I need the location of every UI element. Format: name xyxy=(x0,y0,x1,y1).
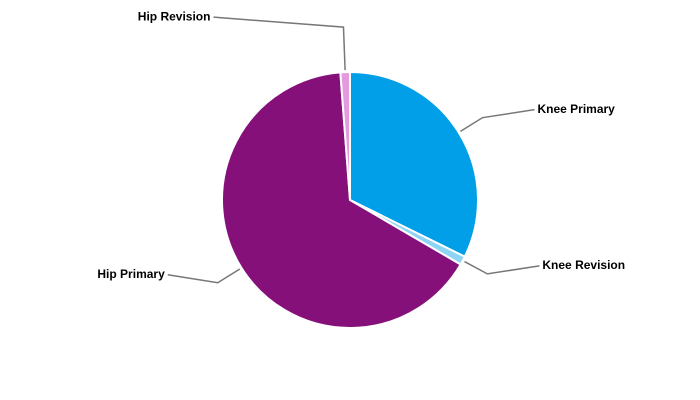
leader-line xyxy=(464,260,540,275)
pie-slice xyxy=(339,70,351,201)
slice-label: Hip Revision xyxy=(138,9,211,23)
leader-line xyxy=(213,16,346,71)
slice-label: Knee Revision xyxy=(542,258,625,272)
pie-slice xyxy=(349,70,479,259)
leader-line xyxy=(167,268,241,284)
slice-label: Hip Primary xyxy=(97,267,165,281)
slice-label: Knee Primary xyxy=(537,102,615,116)
leader-line xyxy=(460,108,535,133)
pie-slice xyxy=(221,71,462,329)
